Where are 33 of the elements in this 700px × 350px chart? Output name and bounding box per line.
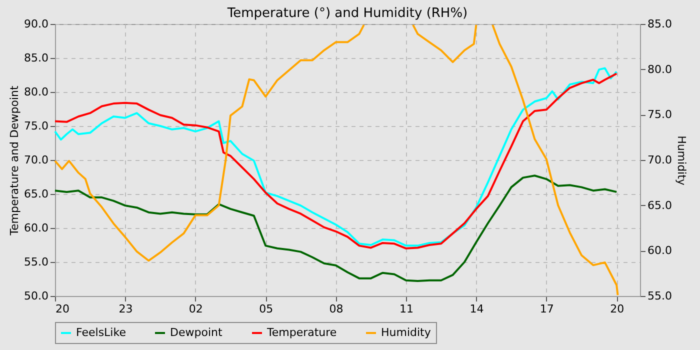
y2-tick-label: 55.0 (648, 290, 672, 302)
line-series (54, 174, 618, 282)
legend-label: Temperature (266, 326, 337, 339)
legend-label: Dewpoint (170, 326, 223, 339)
y-tick-label: 70.0 (24, 154, 48, 166)
y-tick-label: 80.0 (24, 86, 48, 98)
y-tick-label: 65.0 (24, 188, 48, 200)
x-tick-label: 08 (329, 302, 344, 316)
y2-tick-label: 80.0 (648, 62, 672, 76)
x-tick-label: 02 (188, 302, 203, 316)
y2-tick-label: 85.0 (648, 18, 672, 30)
y2-tick-label: 70.0 (648, 154, 672, 166)
x-tick-label: 20 (56, 302, 70, 316)
y-tick-label: 90.0 (24, 18, 48, 30)
y-axis-title: Temperature and Dewpoint (8, 84, 22, 236)
legend-label: FeelsLike (76, 326, 126, 339)
y2-tick-label: 65.0 (648, 198, 672, 212)
y-tick-label: 60.0 (24, 222, 48, 234)
y-tick-label: 55.0 (24, 256, 48, 268)
x-tick-label: 11 (400, 302, 414, 316)
y-tick-label: 50.0 (24, 290, 48, 302)
chart-title: Temperature (°) and Humidity (RH%) (226, 6, 468, 21)
y2-tick-label: 60.0 (648, 244, 672, 258)
legend-label: Humidity (381, 326, 432, 339)
y2-tick-label: 75.0 (648, 108, 672, 122)
y2-axis-title: Humidity (674, 136, 688, 186)
x-tick-label: 14 (470, 302, 484, 316)
y-tick-label: 85.0 (24, 52, 48, 64)
x-tick-label: 23 (118, 302, 133, 316)
y-tick-label: 75.0 (24, 120, 48, 132)
x-tick-label: 17 (540, 302, 554, 316)
x-tick-label: 20 (610, 302, 624, 316)
x-tick-label: 05 (259, 302, 274, 316)
